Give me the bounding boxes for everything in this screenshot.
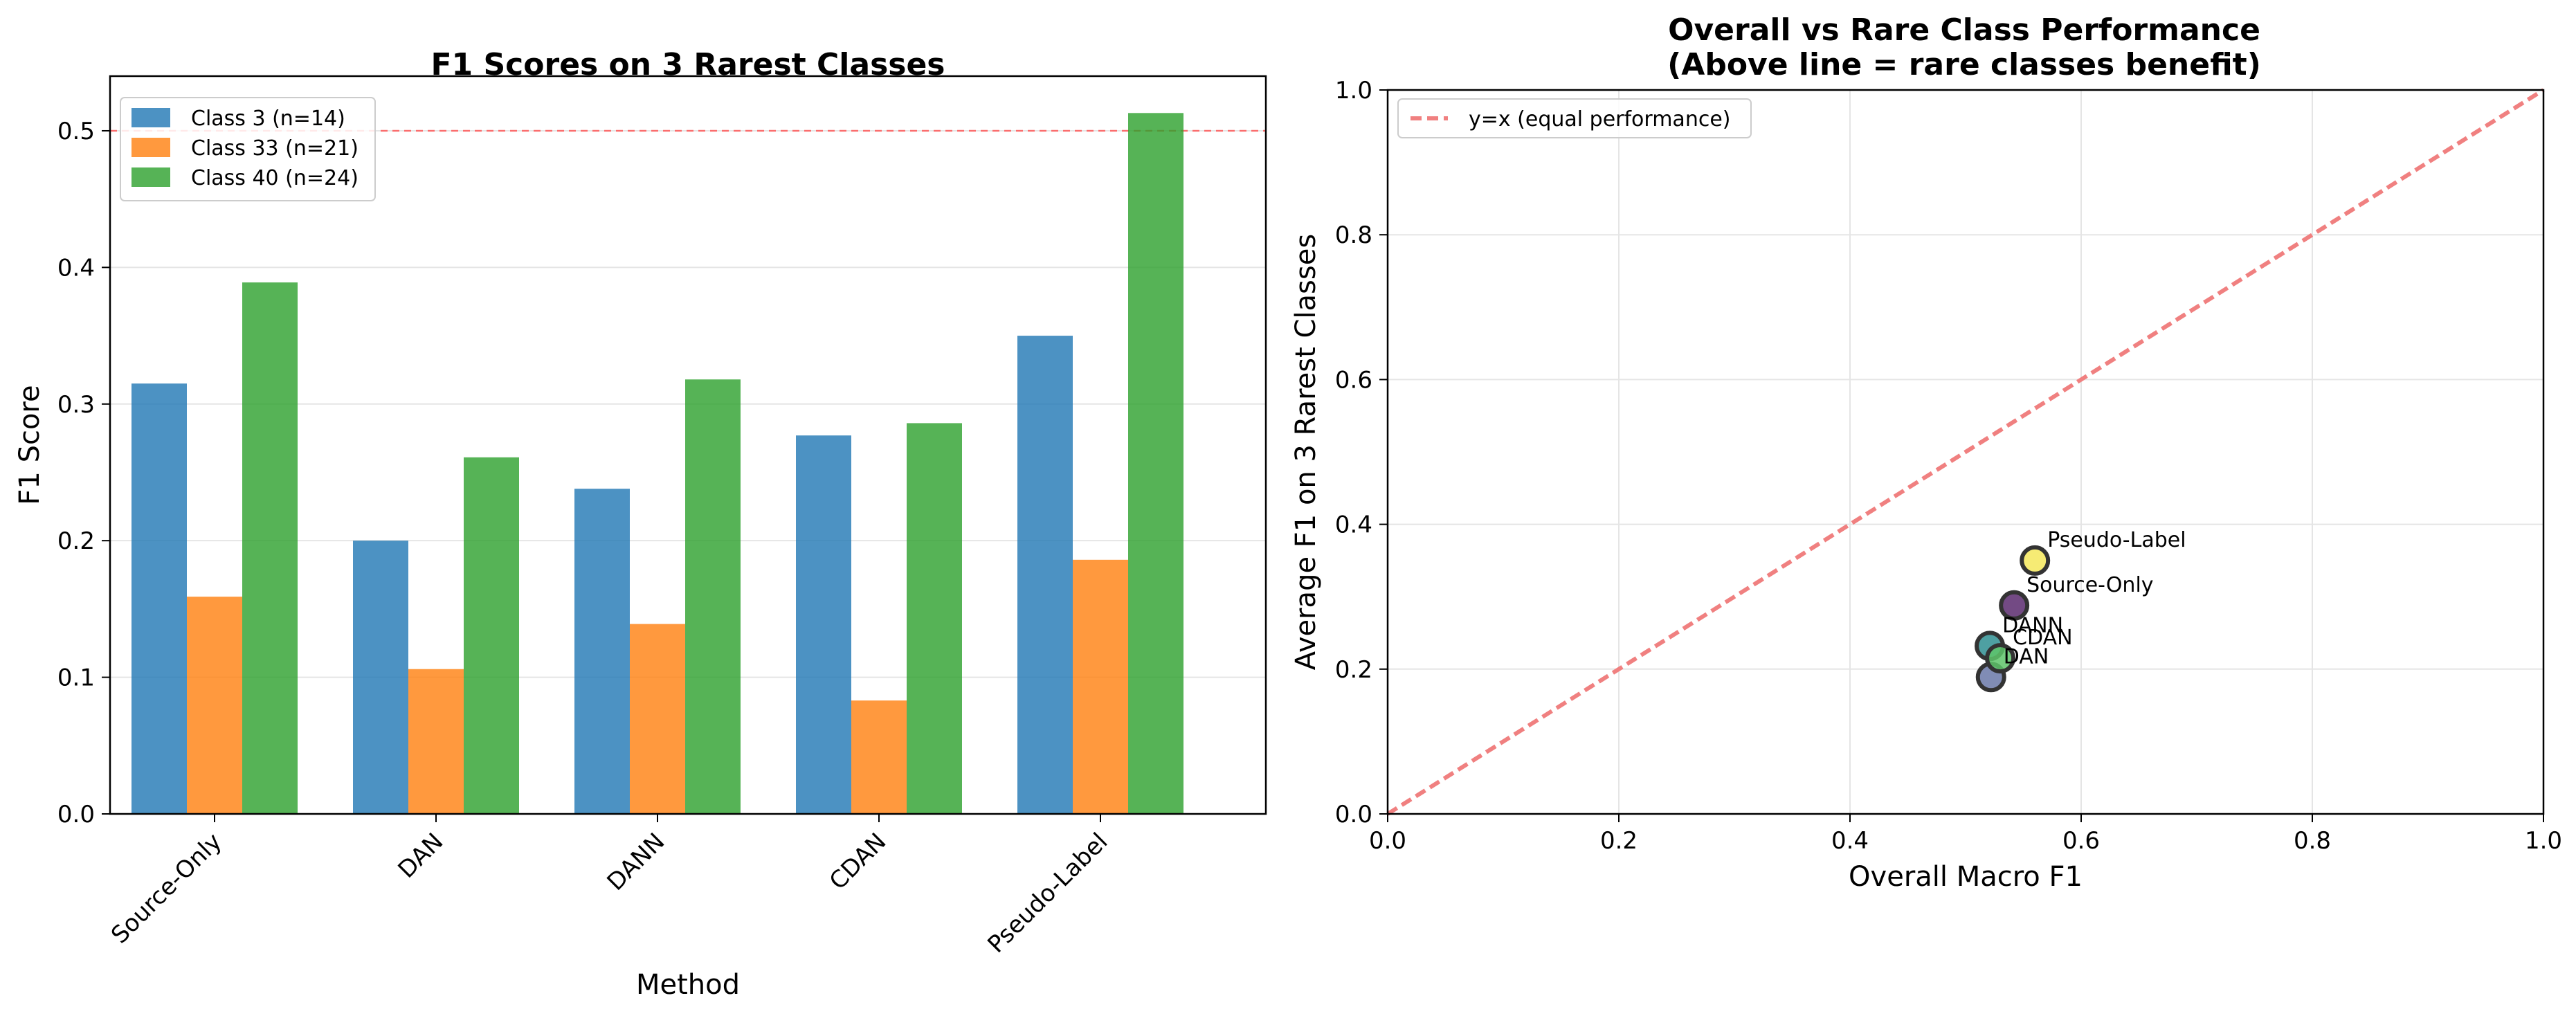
bar-chart-y-tick-label: 0.0: [57, 801, 95, 828]
bar: [1073, 559, 1128, 814]
scatter-chart-x-axis-label: Overall Macro F1: [1849, 861, 2083, 893]
bar-chart-legend-swatch: [131, 138, 170, 157]
scatter-chart-legend-label: y=x (equal performance): [1469, 107, 1731, 131]
scatter-chart-y-tick-label: 0.2: [1335, 656, 1372, 684]
scatter-point-label: DAN: [2004, 644, 2049, 669]
scatter-chart-points: [1975, 545, 2051, 693]
scatter-chart-y-ticks: 0.0 0.2 0.4 0.6 0.8 1.0: [1335, 77, 1388, 828]
scatter-chart-plot-frame: [1386, 89, 2545, 815]
scatter-chart-gridlines: [1388, 90, 2543, 814]
bar: [851, 700, 907, 814]
scatter-chart-x-ticks: 0.0 0.2 0.4 0.6 0.8 1.0: [1369, 814, 2562, 855]
scatter-chart-subtitle: (Above line = rare classes benefit): [1667, 47, 2261, 82]
bar: [907, 423, 962, 814]
bar-chart-y-ticks: 0.0 0.1 0.2 0.3 0.4 0.5: [57, 118, 110, 828]
bar-chart-y-tick-label: 0.2: [57, 527, 95, 555]
bar: [464, 457, 519, 814]
bar-chart-plot-frame: [109, 75, 1267, 815]
bar-chart-y-tick-label: 0.5: [57, 118, 95, 145]
bar-chart-x-tick-label: DAN: [393, 828, 449, 884]
scatter-chart-legend: y=x (equal performance): [1397, 98, 1752, 138]
scatter-chart-title: Overall vs Rare Class Performance: [1668, 12, 2260, 48]
scatter-point: [2020, 545, 2051, 576]
scatter-point-label: Pseudo-Label: [2047, 528, 2186, 552]
bar: [408, 669, 464, 814]
bar: [630, 624, 685, 814]
bar-chart-bars: [131, 113, 1183, 815]
bar: [131, 383, 187, 814]
bar-chart-y-axis-label: F1 Score: [14, 385, 46, 505]
bar: [1128, 113, 1183, 815]
bar-chart-y-tick-label: 0.4: [57, 254, 95, 282]
scatter-point-label: DANN: [2002, 613, 2063, 637]
bar-chart-x-ticks: Source-Only DAN DANN CDAN Pseudo-Label: [106, 814, 1113, 959]
bar-chart-legend-label: Class 40 (n=24): [191, 166, 359, 190]
bar-chart-legend-items: Class 3 (n=14) Class 33 (n=21) Class 40 (n…: [131, 107, 359, 190]
bar-chart-legend: Class 3 (n=14) Class 33 (n=21) Class 40 (n…: [120, 97, 376, 201]
scatter-chart-x-tick-label: 1.0: [2525, 827, 2562, 855]
bar-chart-legend-swatch: [131, 108, 170, 127]
scatter-chart-y-tick-label: 0.0: [1335, 801, 1372, 828]
bar-chart-x-tick-label: DANN: [602, 828, 671, 896]
scatter-chart-y-tick-label: 1.0: [1335, 77, 1372, 105]
bar-chart-legend-label: Class 33 (n=21): [191, 136, 359, 161]
bar: [685, 379, 741, 814]
bar: [353, 541, 408, 814]
scatter-chart-x-tick-label: 0.8: [2294, 827, 2331, 855]
bar-chart-legend-box: [120, 97, 376, 201]
scatter-point: [1985, 643, 2016, 674]
scatter-chart-x-tick-label: 0.6: [2062, 827, 2100, 855]
scatter-chart-y-axis-label: Average F1 on 3 Rarest Classes: [1290, 234, 1322, 670]
bar: [242, 282, 298, 814]
scatter-chart-x-tick-label: 0.4: [1831, 827, 1869, 855]
scatter-chart-panel: Overall vs Rare Class Performance (Above…: [1290, 12, 2562, 893]
bar-chart-x-tick-label: Source-Only: [106, 828, 227, 949]
scatter-chart-y-tick-label: 0.6: [1335, 366, 1372, 394]
bar-chart-x-axis-label: Method: [636, 969, 740, 1001]
bar: [187, 597, 242, 814]
bar-chart-y-tick-label: 0.3: [57, 391, 95, 419]
bar: [1017, 336, 1073, 814]
bar-chart-title: F1 Scores on 3 Rarest Classes: [431, 47, 945, 82]
scatter-point: [1999, 590, 2030, 621]
bar: [796, 435, 851, 814]
bar-chart-x-tick-label: CDAN: [824, 828, 892, 896]
bar-chart-y-tick-label: 0.1: [57, 664, 95, 692]
scatter-point-label: CDAN: [2013, 626, 2072, 650]
bar-chart-panel: F1 Scores on 3 Rarest Classes 0.00.10.20…: [14, 47, 1267, 1001]
scatter-chart-x-tick-label: 0.2: [1600, 827, 1638, 855]
bar-chart-x-tick-label: Pseudo-Label: [983, 828, 1114, 959]
scatter-point-label: Source-Only: [2026, 573, 2153, 597]
scatter-chart-x-tick-label: 0.0: [1369, 827, 1406, 855]
bar: [574, 489, 630, 814]
scatter-chart-legend-box: [1397, 98, 1752, 138]
scatter-chart-y-tick-label: 0.4: [1335, 511, 1372, 539]
scatter-chart-y-tick-label: 0.8: [1335, 221, 1372, 249]
bar-chart-legend-label: Class 3 (n=14): [191, 107, 345, 131]
bar-chart-legend-swatch: [131, 167, 170, 187]
scatter-chart-identity-line: [1386, 88, 2545, 816]
